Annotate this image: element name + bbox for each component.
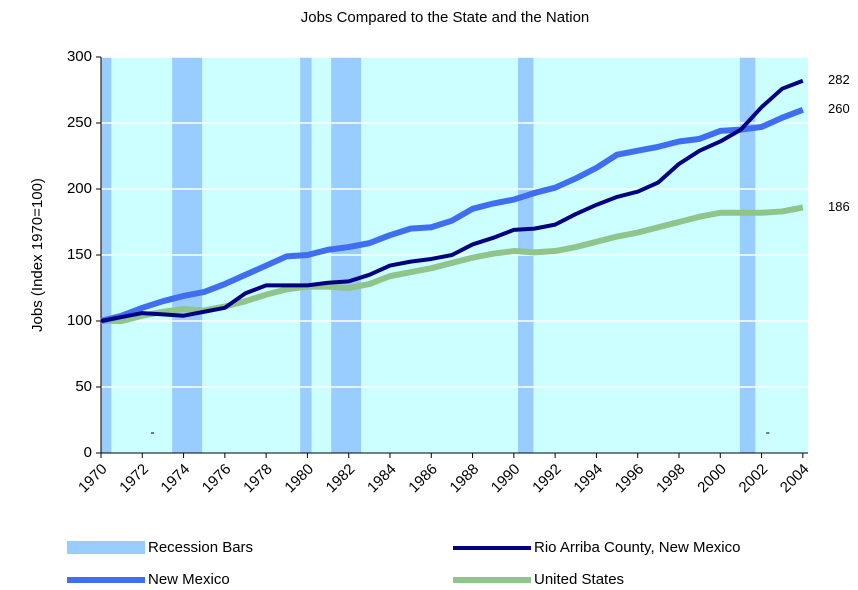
- x-tick-label: 1990: [488, 461, 524, 497]
- y-tick-label: 300: [67, 48, 92, 65]
- x-tick-label: 1988: [447, 461, 483, 497]
- y-axis-label: Jobs (Index 1970=100): [29, 178, 46, 332]
- x-tick-label: 1972: [116, 461, 152, 497]
- x-tick-label: 1978: [240, 461, 276, 497]
- x-tick-label: 1996: [612, 461, 648, 497]
- x-tick-label: 2004: [777, 461, 813, 497]
- chart-title: Jobs Compared to the State and the Natio…: [301, 9, 590, 26]
- x-tick-label: 1986: [405, 461, 441, 497]
- y-tick-label: 0: [84, 444, 92, 461]
- series-line: [100, 106, 804, 324]
- x-tick-label: 2000: [694, 461, 730, 497]
- y-tick-label: 150: [67, 246, 92, 263]
- y-tick-label: 100: [67, 312, 92, 329]
- legend-label: New Mexico: [148, 571, 230, 588]
- x-tick-label: 2002: [736, 461, 772, 497]
- x-tick-label: 1992: [529, 461, 565, 497]
- legend-swatch: [67, 541, 145, 554]
- x-tick-label: 1976: [199, 461, 235, 497]
- x-tick-label: 1994: [570, 461, 606, 497]
- x-tick-label: 1970: [75, 461, 111, 497]
- annotation: -: [766, 425, 770, 440]
- x-tick-label: 1982: [323, 461, 359, 497]
- series-line: [100, 78, 804, 323]
- x-tick-label: 1998: [653, 461, 689, 497]
- y-tick-label: 250: [67, 114, 92, 131]
- end-label: 260: [828, 101, 850, 116]
- legend-label: Recession Bars: [148, 539, 253, 556]
- y-tick-label: 200: [67, 180, 92, 197]
- x-tick-label: 1974: [158, 461, 194, 497]
- x-tick-label: 1984: [364, 461, 400, 497]
- y-tick-label: 50: [75, 378, 92, 395]
- annotation: -: [150, 425, 154, 440]
- legend-label: United States: [534, 571, 624, 588]
- end-label: 282: [828, 72, 850, 87]
- end-label: 186: [828, 199, 850, 214]
- legend-label: Rio Arriba County, New Mexico: [534, 539, 740, 556]
- x-tick-label: 1980: [281, 461, 317, 497]
